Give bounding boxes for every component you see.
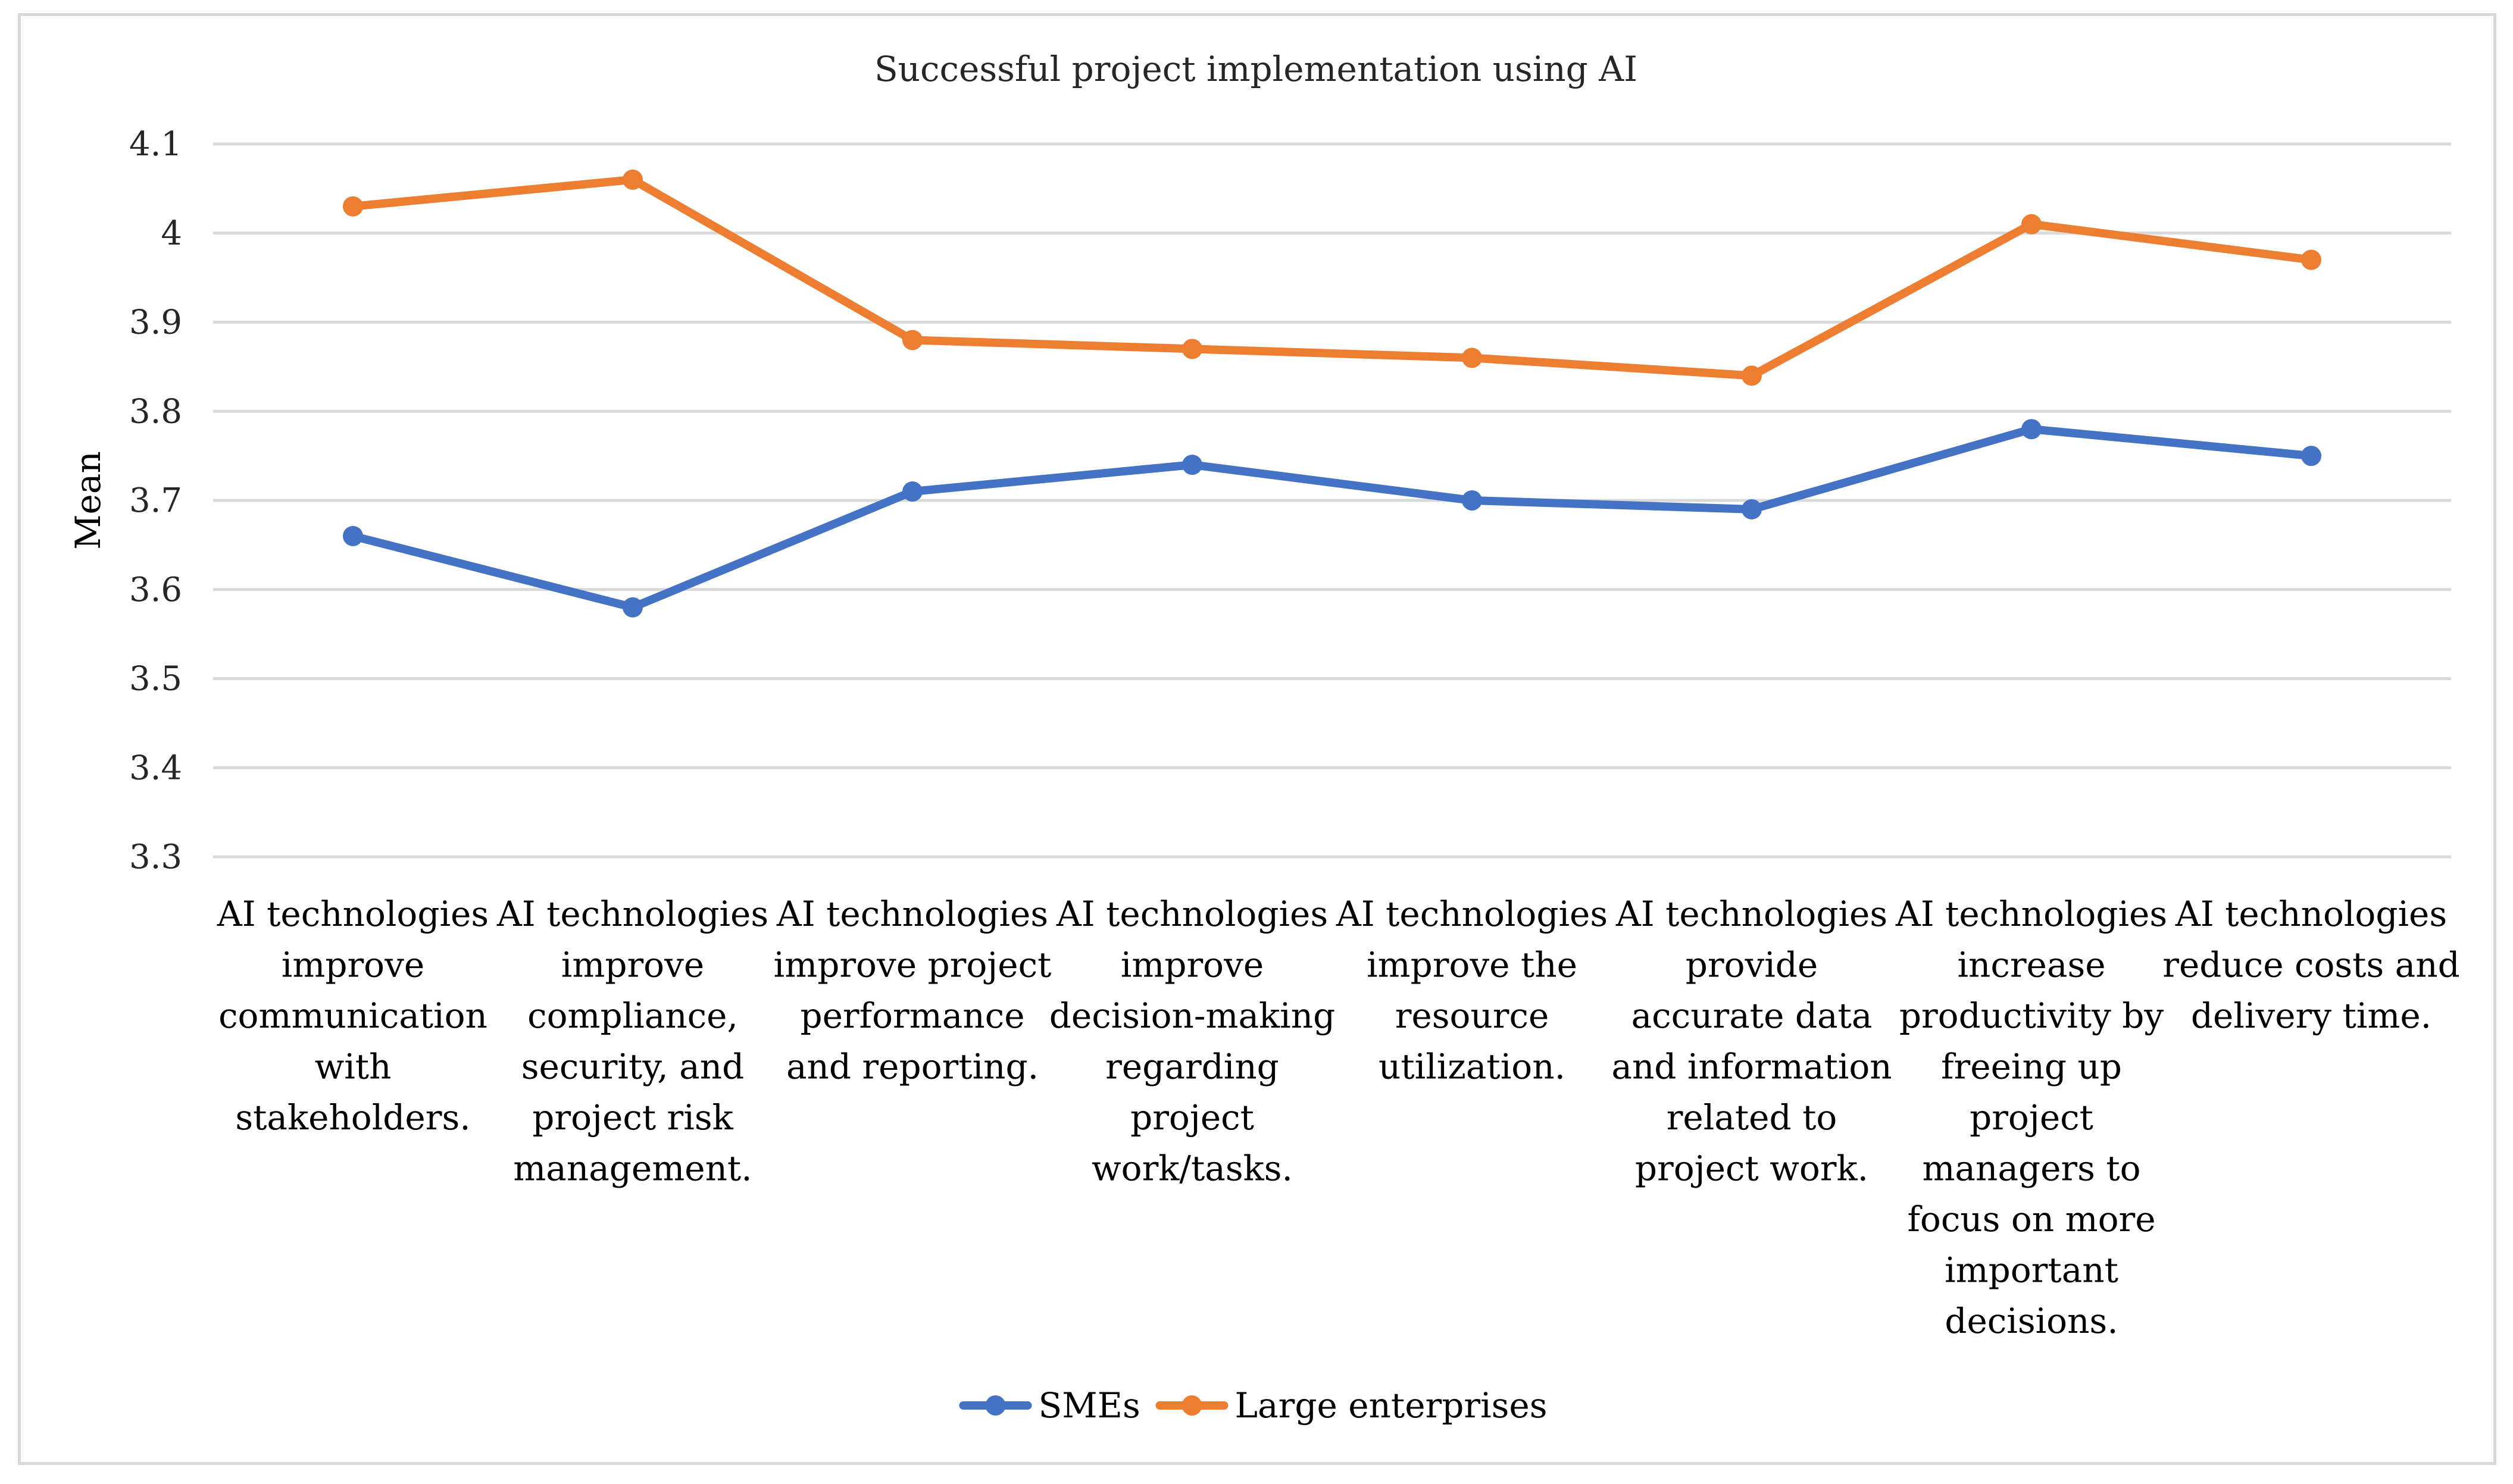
x-category-label-line: decisions. [1945, 1301, 2118, 1341]
x-category-label-line: AI technologies [1056, 894, 1328, 934]
x-category-label: AI technologies increase productivity by fr… [1895, 894, 2167, 1341]
x-category-label-line: improve project [774, 945, 1052, 985]
legend-label: SMEs [1039, 1385, 1140, 1426]
data-point [2021, 419, 2042, 440]
legend-item: SMEs [959, 1385, 1140, 1426]
x-category-label-line: AI technologies [1895, 894, 2167, 934]
x-category-label-line: and reporting. [786, 1047, 1039, 1087]
y-tick-label: 3.3 [129, 838, 182, 876]
y-tick-label: 4.1 [129, 125, 182, 164]
x-category-label-line: productivity by [1899, 995, 2164, 1036]
legend: SMEs Large enterprises [959, 1385, 1548, 1426]
x-category-label-line: work/tasks. [1092, 1148, 1293, 1189]
data-point [1182, 455, 1202, 475]
gridlines [213, 142, 2451, 859]
x-category-label-line: resource [1395, 995, 1549, 1036]
chart-frame [18, 13, 2496, 1465]
x-category-label-line: delivery time. [2191, 995, 2431, 1036]
x-category-label: AI technologies provide accurate data and i… [1611, 894, 1892, 1189]
x-category-label-line: communication [218, 995, 487, 1036]
data-point [1182, 339, 1202, 359]
y-axis-label: Mean [68, 451, 108, 550]
x-category-label: AI technologies improve compliance, securit… [496, 894, 768, 1189]
data-point [1742, 499, 1762, 519]
x-category-label-line: related to [1667, 1097, 1837, 1138]
data-point [2021, 214, 2042, 234]
y-tick-label: 3.9 [129, 303, 182, 342]
series-line [349, 425, 2315, 612]
legend-item: Large enterprises [1155, 1385, 1548, 1426]
data-point [623, 169, 643, 190]
y-tick-label: 3.7 [129, 481, 182, 520]
x-category-label-line: improve the [1367, 945, 1577, 985]
x-category-label-line: management. [513, 1148, 752, 1189]
x-category-label-line: and information [1611, 1047, 1892, 1087]
x-category-label: AI technologies improve communication with s… [217, 894, 489, 1138]
x-category-label-line: compliance, [527, 995, 738, 1036]
x-category-label-line: project [1130, 1097, 1254, 1138]
x-category-label-line: focus on more [1907, 1199, 2155, 1239]
x-category-label-line: reduce costs and [2162, 945, 2460, 985]
series-smes [343, 419, 2321, 618]
x-category-label-line: improve [282, 945, 424, 985]
x-category-label-line: security, and [521, 1047, 745, 1087]
x-category-label-line: improve [561, 945, 704, 985]
series-lines [343, 169, 2321, 618]
data-point [1742, 365, 1762, 386]
x-category-label: AI technologies improve the resource utiliz… [1336, 894, 1608, 1087]
x-category-label-line: provide [1686, 945, 1818, 985]
y-tick-label: 3.6 [129, 571, 182, 609]
x-category-label: AI technologies improve decision-making reg… [1049, 894, 1335, 1189]
series-large-enterprises [343, 169, 2321, 386]
x-category-label-line: important [1945, 1250, 2118, 1291]
chart-title: Successful project implementation using … [874, 49, 1637, 89]
y-tick-label: 4 [161, 214, 182, 253]
x-category-label-line: freeing up [1941, 1047, 2122, 1087]
legend-swatch-marker [985, 1395, 1006, 1416]
x-category-label-line: project [1970, 1097, 2093, 1138]
data-point [343, 196, 363, 217]
x-category-label: AI technologies reduce costs and delivery … [2162, 894, 2460, 1036]
data-point [902, 481, 923, 502]
legend-swatch-marker [1182, 1395, 1202, 1416]
x-category-label-line: increase [1957, 945, 2105, 985]
x-category-label-line: performance [800, 995, 1024, 1036]
y-tick-label: 3.4 [129, 749, 182, 787]
y-tick-label: 3.8 [129, 392, 182, 431]
x-category-label-line: utilization. [1379, 1047, 1565, 1087]
data-point [1462, 347, 1482, 368]
x-category-label-line: AI technologies [2175, 894, 2447, 934]
x-category-label-line: AI technologies [1336, 894, 1608, 934]
data-point [623, 597, 643, 618]
x-category-label-line: project work. [1635, 1148, 1868, 1189]
x-category-label-line: project risk [532, 1097, 733, 1138]
data-point [902, 330, 923, 350]
y-tick-label: 3.5 [129, 660, 182, 699]
data-point [2301, 249, 2321, 270]
x-category-label-line: AI technologies [776, 894, 1048, 934]
x-category-label-line: stakeholders. [235, 1097, 470, 1138]
y-axis-ticks: 3.3 3.4 3.5 3.6 3.7 3.8 3.9 4 4.1 [129, 125, 182, 876]
legend-label: Large enterprises [1235, 1385, 1548, 1426]
data-point [1462, 490, 1482, 511]
x-category-label-line: AI technologies [217, 894, 489, 934]
series-line [349, 175, 2315, 380]
data-point [2301, 446, 2321, 467]
x-category-label-line: with [315, 1047, 392, 1087]
x-category-label-line: AI technologies [1615, 894, 1887, 934]
x-axis-categories: AI technologies improve communication with s… [217, 894, 2460, 1341]
x-category-label-line: decision-making [1049, 995, 1335, 1036]
x-category-label-line: improve [1121, 945, 1264, 985]
x-category-label-line: accurate data [1631, 995, 1873, 1036]
data-point [343, 525, 363, 546]
x-category-label-line: regarding [1105, 1047, 1279, 1087]
x-category-label: AI technologies improve project performanc… [774, 894, 1052, 1087]
x-category-label-line: managers to [1922, 1148, 2140, 1189]
x-category-label-line: AI technologies [496, 894, 768, 934]
